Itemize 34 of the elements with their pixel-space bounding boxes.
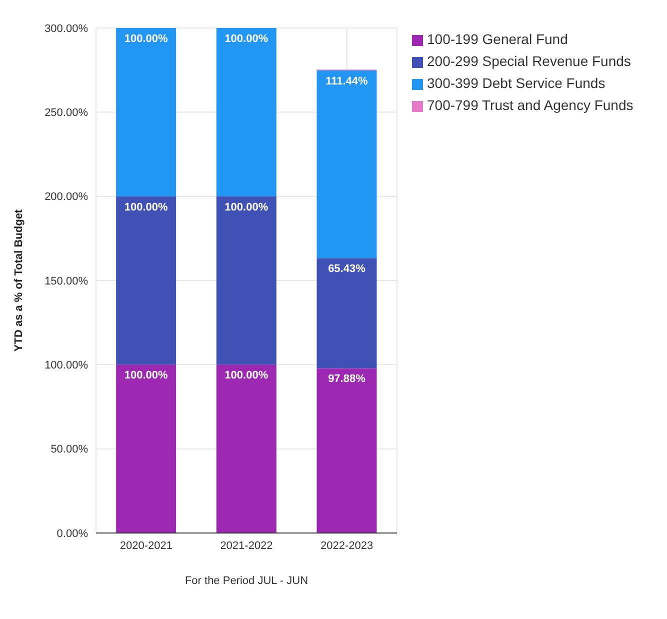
bar bbox=[316, 368, 377, 533]
legend-label: 700-799 Trust and Agency Funds bbox=[427, 97, 634, 113]
bar bbox=[116, 28, 176, 196]
bar bbox=[116, 364, 176, 533]
data-label: 100.00% bbox=[124, 370, 168, 382]
data-label: 97.88% bbox=[328, 373, 366, 386]
data-label: 65.43% bbox=[328, 263, 366, 276]
y-tick-label: 200.00% bbox=[44, 191, 88, 204]
data-label: 111.44% bbox=[326, 76, 368, 88]
bar bbox=[316, 258, 377, 368]
x-tick-label: 2022-2023 bbox=[320, 540, 374, 552]
bar bbox=[216, 196, 276, 365]
x-tick-label: 2020-2021 bbox=[120, 540, 172, 552]
data-label: 100.00% bbox=[224, 370, 268, 382]
data-label: 100.00% bbox=[224, 201, 268, 214]
legend-label: 200-299 Special Revenue Funds bbox=[427, 53, 631, 69]
bar bbox=[116, 196, 176, 365]
x-axis-title: For the Period JUL - JUN bbox=[184, 575, 308, 587]
legend-label: 300-399 Debt Service Funds bbox=[427, 75, 606, 91]
legend-label: 100-199 General Fund bbox=[427, 31, 568, 47]
y-tick-label: 0.00% bbox=[56, 528, 88, 540]
y-tick-label: 250.00% bbox=[44, 107, 88, 120]
y-tick-label: 150.00% bbox=[44, 275, 88, 288]
bar bbox=[216, 364, 276, 533]
y-tick-label: 100.00% bbox=[44, 360, 88, 372]
data-label: 100.00% bbox=[224, 33, 268, 45]
data-label: 100.00% bbox=[124, 201, 168, 214]
bar bbox=[316, 70, 377, 258]
x-tick-label: 2021-2022 bbox=[220, 540, 273, 552]
y-axis-title: YTD as a % of Total Budget bbox=[12, 209, 25, 352]
bar bbox=[216, 28, 276, 196]
y-tick-label: 50.00% bbox=[50, 444, 88, 456]
data-label: 100.00% bbox=[124, 33, 168, 45]
y-tick-label: 300.00% bbox=[44, 22, 88, 35]
